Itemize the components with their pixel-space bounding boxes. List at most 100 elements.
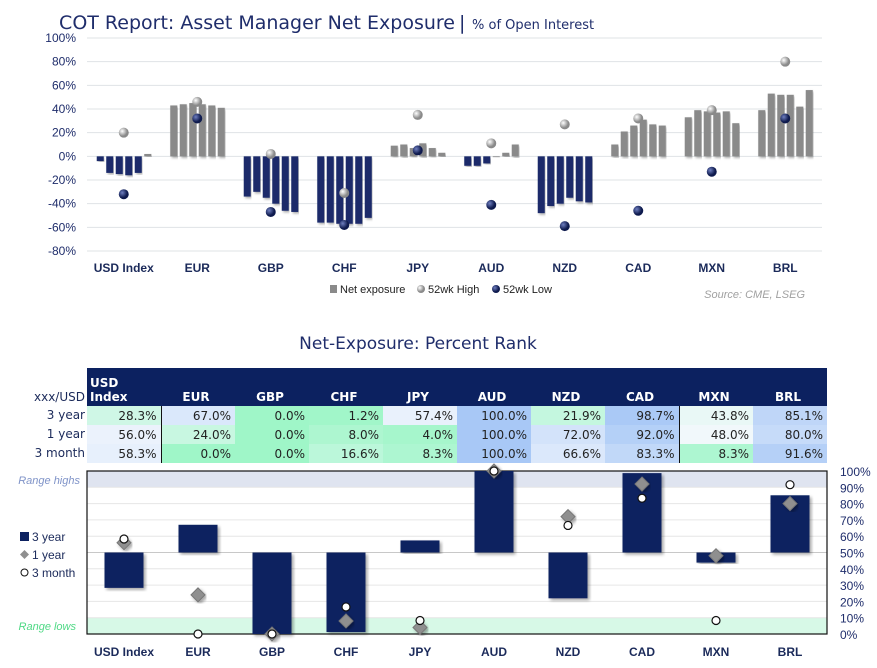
net-exposure-bar xyxy=(694,110,702,157)
title-separator: | xyxy=(459,12,465,34)
52wk-low-marker xyxy=(633,205,644,216)
52wk-high-marker xyxy=(486,138,497,149)
3-month-marker xyxy=(267,629,277,639)
52wk-high-marker xyxy=(706,105,717,116)
y-tick-label: 20% xyxy=(840,595,864,609)
y-tick-label: 100% xyxy=(840,465,871,479)
52wk-low-marker xyxy=(265,206,276,217)
category-label: EUR xyxy=(185,261,211,275)
legend-52wk-low: 52wk Low xyxy=(503,284,552,296)
net-exposure-bar xyxy=(272,156,280,204)
1-year-marker xyxy=(190,587,206,603)
legend-1-year: 1 year xyxy=(32,548,65,562)
y-tick-label: 60% xyxy=(52,78,76,92)
category-label: GBP xyxy=(259,645,285,659)
net-exposure-bar xyxy=(483,156,491,164)
range-highs-label: Range highs xyxy=(18,475,80,487)
3-year-bar xyxy=(252,552,292,634)
3-month-marker xyxy=(563,520,573,531)
net-exposure-bar xyxy=(345,156,353,224)
source-note: Source: CME, LSEG xyxy=(704,289,805,301)
category-label: AUD xyxy=(478,261,504,275)
chart-title: COT Report: Asset Manager Net Exposure xyxy=(59,12,455,34)
net-exposure-bar xyxy=(390,145,398,157)
52wk-high-marker xyxy=(780,56,791,67)
1-year-marker xyxy=(412,619,428,636)
1-year-marker xyxy=(338,613,354,629)
net-exposure-bar xyxy=(281,156,289,211)
net-exposure-bar xyxy=(502,152,510,157)
y-tick-label: -20% xyxy=(48,173,76,187)
52wk-low-marker xyxy=(486,199,497,210)
net-exposure-bar xyxy=(364,156,372,218)
net-exposure-bar xyxy=(106,156,114,173)
y-tick-label: -80% xyxy=(48,244,76,258)
3-month-marker xyxy=(193,629,203,639)
net-exposure-bar xyxy=(556,156,564,204)
table-cell: 57.4% xyxy=(383,406,457,425)
net-exposure-bar xyxy=(684,117,692,157)
52wk-low-marker xyxy=(706,166,717,177)
3-month-marker xyxy=(637,493,647,503)
percent-rank-table: USD Index EUR GBP CHF JPY AUD NZD CAD MXN BRL 28.… xyxy=(87,368,828,463)
category-label: CAD xyxy=(629,645,655,659)
table-cell: 48.0% xyxy=(679,425,753,444)
3-year-bar xyxy=(474,471,514,553)
net-exposure-bar xyxy=(722,111,730,157)
net-exposure-bar xyxy=(262,156,270,198)
legend-3-year-swatch xyxy=(20,532,29,541)
1-year-marker xyxy=(782,495,798,512)
row-label: 1 year xyxy=(46,427,85,441)
net-exposure-bar xyxy=(96,156,104,162)
net-exposure-bar xyxy=(243,156,251,197)
table-row: 58.3% 0.0% 0.0% 16.6% 8.3% 100.0% 66.6% 83.3% 8.… xyxy=(87,444,827,463)
net-exposure-bar xyxy=(777,94,785,157)
table-cell: 4.0% xyxy=(383,425,457,444)
3-month-marker xyxy=(415,615,425,626)
net-exposure-bar xyxy=(630,125,638,157)
table-cell: 100.0% xyxy=(457,406,531,425)
net-exposure-bar xyxy=(611,144,619,157)
net-exposure-bar xyxy=(732,123,740,157)
y-tick-label: 0% xyxy=(840,628,858,642)
52wk-high-marker xyxy=(559,119,570,130)
52wk-high-marker xyxy=(265,148,276,159)
3-year-bar xyxy=(548,552,588,599)
y-tick-label: -60% xyxy=(48,220,76,234)
category-label: EUR xyxy=(185,645,211,659)
3-month-marker xyxy=(785,480,795,490)
52wk-low-marker xyxy=(118,189,129,200)
net-exposure-bar xyxy=(649,124,657,157)
column-header: NZD xyxy=(531,368,605,406)
net-exposure-bar xyxy=(703,111,711,157)
table-row: 56.0% 24.0% 0.0% 8.0% 4.0% 100.0% 72.0% 92.0% 48… xyxy=(87,425,827,444)
3-year-bar xyxy=(400,540,440,553)
table-cell: 8.3% xyxy=(383,444,457,463)
table-cell: 98.7% xyxy=(605,406,680,425)
category-label: BRL xyxy=(773,261,798,275)
column-header: CHF xyxy=(309,368,383,406)
table-corner-label: xxx/USD xyxy=(34,390,85,404)
table-row: 28.3% 67.0% 0.0% 1.2% 57.4% 100.0% 21.9% 98.7% 4… xyxy=(87,406,827,425)
net-exposure-bar xyxy=(473,156,481,166)
plot-border xyxy=(86,470,828,635)
legend-1-year-swatch xyxy=(20,550,29,559)
table-cell: 85.1% xyxy=(753,406,827,425)
table-cell: 21.9% xyxy=(531,406,605,425)
column-header: USD Index xyxy=(87,368,161,406)
y-tick-label: 70% xyxy=(840,514,864,528)
net-exposure-bar xyxy=(336,156,344,224)
column-header: AUD xyxy=(457,368,531,406)
row-label: 3 year xyxy=(46,408,85,422)
52wk-high-marker xyxy=(192,96,203,107)
table-cell: 0.0% xyxy=(235,425,309,444)
y-tick-label: 50% xyxy=(840,547,864,561)
table-cell: 80.0% xyxy=(753,425,827,444)
net-exposure-bar xyxy=(547,156,555,207)
52wk-high-marker xyxy=(412,109,423,120)
net-exposure-bar xyxy=(767,93,775,157)
table-cell: 91.6% xyxy=(753,444,827,463)
y-tick-label: 20% xyxy=(52,126,76,140)
net-exposure-bar xyxy=(189,103,197,157)
net-exposure-bar xyxy=(805,90,813,157)
